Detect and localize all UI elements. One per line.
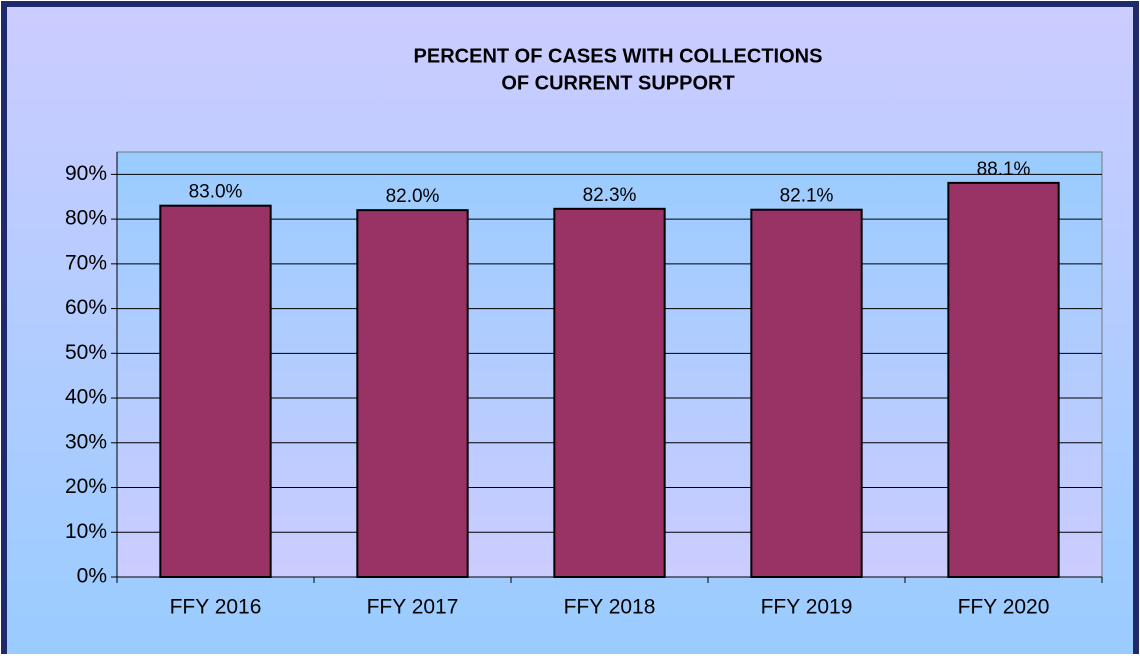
bar [750, 208, 863, 578]
y-tick-label: 50% [65, 341, 107, 364]
y-tick-label: 30% [65, 430, 107, 453]
x-tick-label: FFY 2017 [367, 596, 459, 619]
data-label: 82.3% [583, 185, 637, 206]
y-tick-label: 80% [65, 207, 107, 230]
bar [159, 204, 272, 578]
y-tick-label: 20% [65, 475, 107, 498]
data-label: 88.1% [977, 159, 1031, 180]
y-tick-label: 90% [65, 162, 107, 185]
y-tick-label: 10% [65, 520, 107, 543]
x-tick-label: FFY 2016 [170, 596, 262, 619]
bar [553, 207, 666, 578]
y-tick-label: 60% [65, 296, 107, 319]
data-label: 82.0% [386, 186, 440, 207]
x-tick-label: FFY 2019 [761, 596, 853, 619]
chart-title: PERCENT OF CASES WITH COLLECTIONS [414, 45, 823, 67]
data-label: 83.0% [189, 182, 243, 203]
y-tick-label: 70% [65, 251, 107, 274]
bar [356, 209, 469, 578]
y-tick-label: 40% [65, 386, 107, 409]
bar [947, 181, 1060, 579]
data-label: 82.1% [780, 186, 834, 207]
y-tick-label: 0% [77, 565, 107, 588]
chart-title: OF CURRENT SUPPORT [501, 72, 734, 94]
x-tick-label: FFY 2018 [564, 596, 656, 619]
x-tick-label: FFY 2020 [958, 596, 1050, 619]
